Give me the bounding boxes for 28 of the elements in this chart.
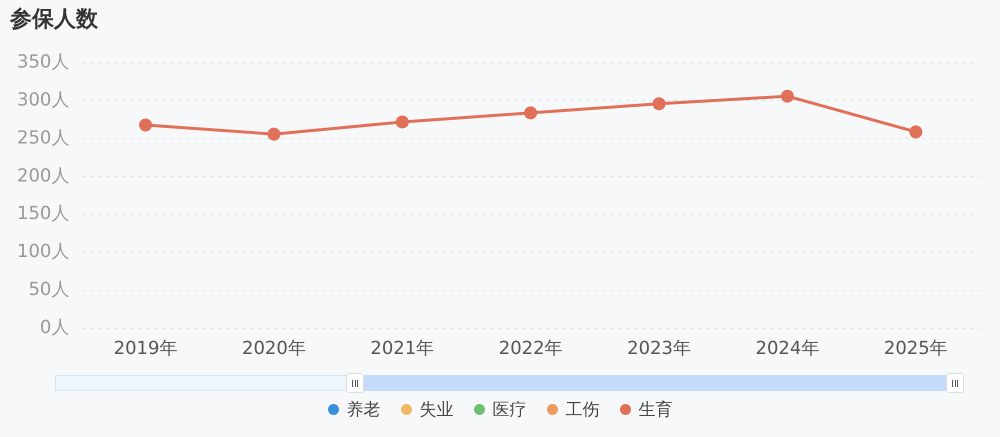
legend-label: 养老 <box>346 399 380 421</box>
x-tick-label: 2024年 <box>756 338 820 359</box>
point <box>139 118 152 132</box>
point <box>267 128 280 141</box>
y-tick-label: 100人 <box>16 241 70 262</box>
y-tick-label: 350人 <box>16 51 70 72</box>
y-tick-label: 150人 <box>16 203 70 224</box>
point <box>524 106 538 120</box>
x-tick-label: 2022年 <box>498 338 563 359</box>
x-tick-label: 2020年 <box>242 338 306 359</box>
x-tick-label: 2019年 <box>114 338 178 359</box>
point <box>652 97 666 110</box>
legend-label: 医疗 <box>492 399 526 421</box>
y-tick-label: 0人 <box>40 317 70 338</box>
x-tick-label: 2025年 <box>884 338 948 359</box>
y-tick-label: 250人 <box>16 127 70 148</box>
x-tick-label: 2021年 <box>370 338 434 359</box>
legend-label: 失业 <box>420 399 454 421</box>
y-tick-label: 200人 <box>16 165 70 186</box>
point <box>909 125 922 138</box>
chart-title: 参保人数 <box>10 6 98 34</box>
x-tick-label: 2023年 <box>627 338 691 359</box>
legend-label: 工伤 <box>566 399 600 421</box>
y-tick-label: 300人 <box>16 89 70 110</box>
y-tick-label: 50人 <box>28 279 70 300</box>
point <box>396 115 409 128</box>
point <box>780 90 794 103</box>
legend-label: 生育 <box>638 399 672 421</box>
